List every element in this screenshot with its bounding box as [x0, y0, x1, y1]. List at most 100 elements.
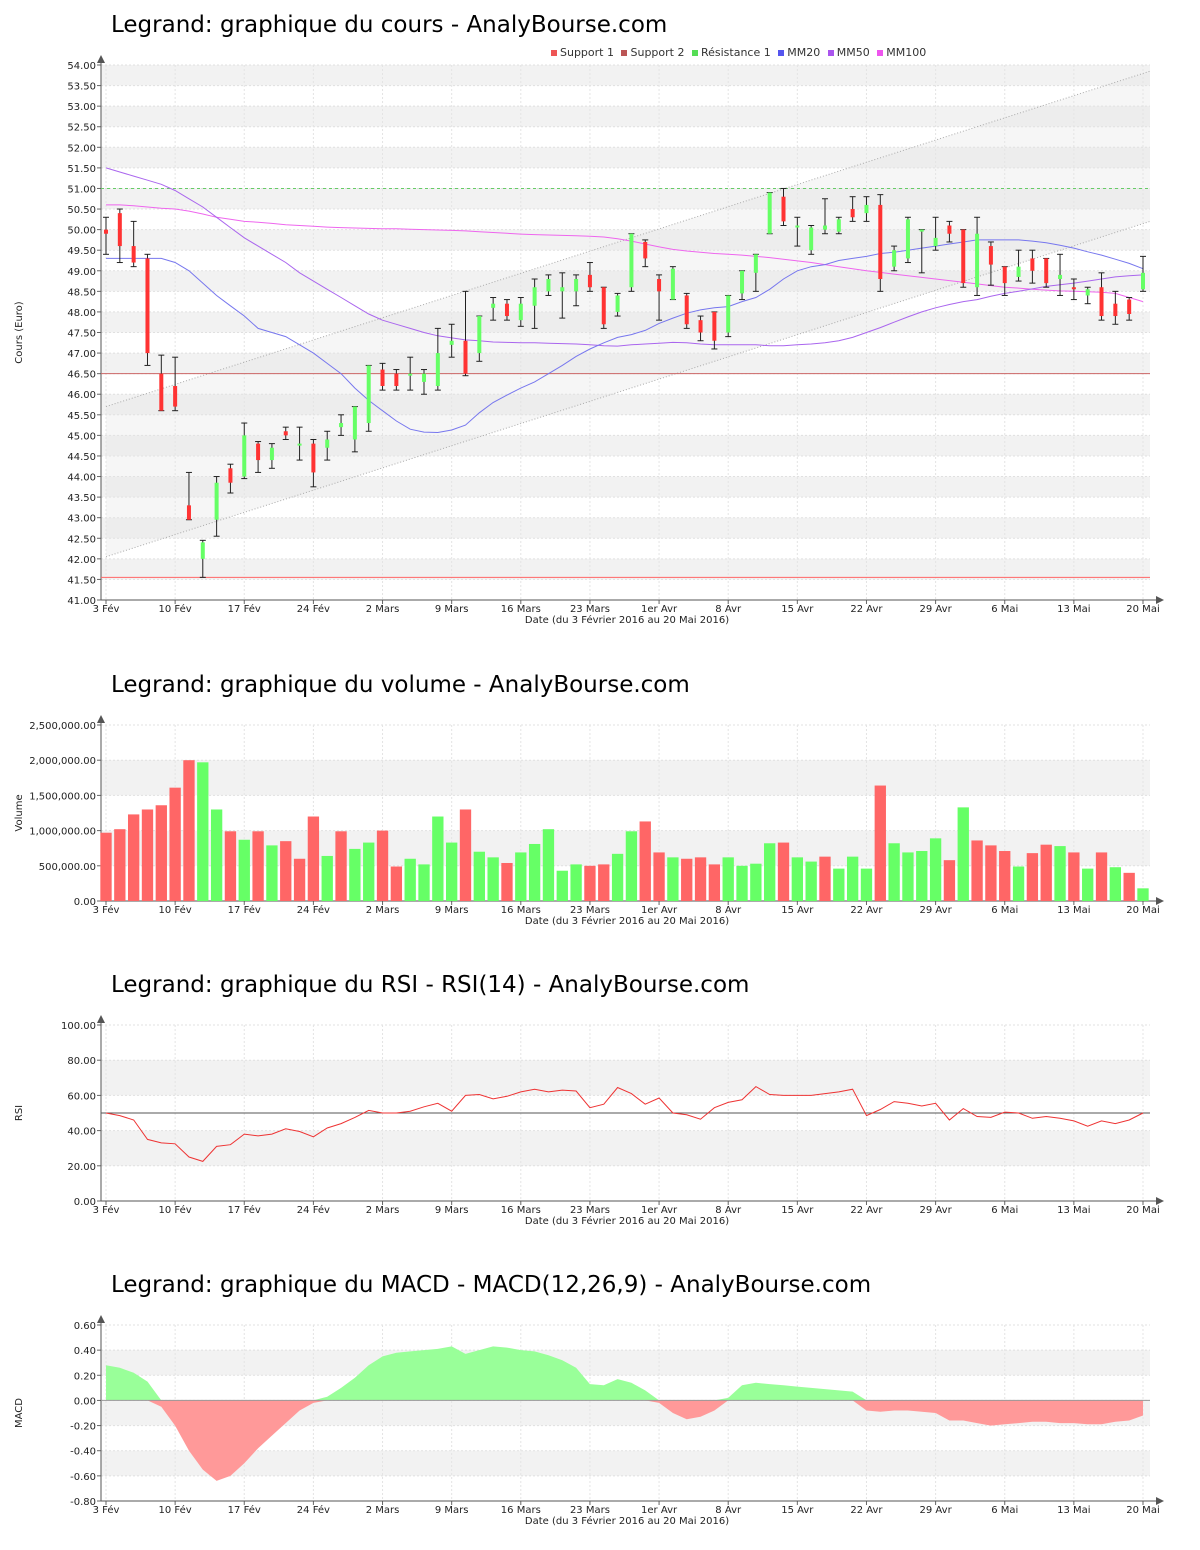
candle — [1112, 290, 1119, 325]
volume-bar — [363, 842, 375, 901]
macd-negative-area — [106, 1400, 1143, 1481]
volume-xtick-label: 1er Avr — [641, 905, 678, 916]
volume-bar — [432, 816, 444, 901]
legend-swatch-support-1 — [551, 50, 557, 56]
macd-x-axis-title: Date (du 3 Février 2016 au 20 Mai 2016) — [525, 1515, 729, 1527]
candle-body — [325, 439, 330, 448]
candle-body — [159, 373, 164, 411]
candle — [130, 220, 137, 268]
candle — [1084, 286, 1091, 305]
price-ytick-label: 48.50 — [67, 287, 96, 298]
legend-mm50: MM50 — [826, 46, 870, 59]
price-band — [101, 517, 1150, 539]
volume-ytick-label: 1,000,000.00 — [29, 827, 96, 838]
volume-xtick-label: 17 Fév — [228, 904, 261, 916]
candle-body — [712, 311, 717, 341]
volume-bar — [736, 865, 748, 901]
volume-bar — [708, 864, 721, 901]
volume-bar — [584, 865, 596, 901]
candle — [351, 406, 358, 453]
volume-bar — [197, 762, 209, 901]
volume-bar — [625, 831, 638, 901]
candle — [987, 241, 994, 286]
candle-body — [795, 225, 800, 228]
candle — [821, 198, 828, 235]
mm20-line — [106, 239, 1144, 434]
candle — [434, 327, 441, 391]
volume-bar — [155, 805, 167, 901]
rsi-xtick-label: 10 Fév — [159, 1204, 192, 1216]
rsi-chart: 0.00 20.00 40.00 60.00 80.00 100.00 3 Fév 10 Fé… — [14, 1015, 1164, 1227]
volume-chart: 0.00 500,000.00 1,000,000.00 1,500,000.00 2,… — [14, 715, 1164, 927]
candle-body — [657, 279, 662, 292]
candle — [379, 362, 386, 391]
volume-xtick-label: 15 Avr — [781, 905, 814, 916]
volume-bar — [1068, 852, 1080, 901]
legend-support-2: Support 2 — [619, 46, 684, 59]
volume-bar — [1137, 888, 1149, 901]
legend-label-mm20: MM20 — [787, 46, 821, 59]
price-ytick-label: 52.00 — [67, 143, 96, 154]
price-chart-panel: Legrand: graphique du cours - AnalyBours… — [0, 0, 1200, 640]
candle — [407, 356, 414, 391]
candle — [448, 323, 455, 358]
volume-ytick-label: 500,000.00 — [39, 862, 96, 873]
volume-bar — [570, 864, 582, 901]
candle-body — [131, 246, 136, 263]
volume-bar — [598, 864, 610, 901]
rsi-x-axis-arrow — [1156, 1197, 1164, 1205]
candle — [614, 292, 621, 317]
legend-label-support-2: Support 2 — [630, 46, 685, 59]
volume-bar — [681, 858, 693, 901]
candle — [213, 476, 220, 537]
volume-bar — [183, 760, 195, 901]
price-band — [101, 147, 1150, 168]
price-ytick-label: 54.00 — [67, 61, 96, 72]
volume-bar — [722, 857, 734, 901]
price-band — [101, 394, 1150, 415]
volume-bar — [874, 785, 886, 901]
legend-mm100: MM100 — [875, 46, 926, 59]
candle-body — [864, 204, 869, 214]
candle — [739, 270, 746, 301]
price-y-axis-arrow — [97, 55, 105, 63]
price-band — [101, 65, 1150, 86]
volume-xtick-label: 2 Mars — [366, 905, 400, 916]
volume-bar — [611, 853, 624, 901]
legend-support-1: Support 1 — [549, 46, 614, 59]
price-ytick-label: 43.00 — [67, 514, 96, 525]
candle — [1001, 266, 1008, 296]
candle — [1070, 278, 1077, 301]
volume-y-axis-title: Volume — [14, 794, 25, 831]
candle-body — [878, 204, 883, 279]
candle-body — [339, 423, 344, 428]
candle-body — [352, 406, 357, 440]
price-xtick-label: 24 Fév — [297, 603, 330, 615]
price-ytick-label: 44.50 — [67, 452, 96, 463]
candle — [918, 229, 925, 274]
candle-body — [574, 279, 579, 292]
volume-band — [101, 760, 1150, 796]
candle — [932, 216, 939, 251]
macd-band — [101, 1450, 1150, 1476]
candle — [849, 196, 856, 222]
candle — [683, 292, 690, 329]
volume-bar — [1012, 866, 1025, 901]
candle-body — [228, 468, 233, 483]
volume-bar — [777, 842, 790, 901]
volume-bar — [349, 848, 361, 901]
candle-body — [408, 373, 413, 376]
price-xtick-label: 20 Mai — [1126, 604, 1159, 615]
price-xtick-label: 15 Avr — [781, 604, 814, 615]
candle — [490, 297, 497, 321]
price-xtick-label: 9 Mars — [435, 604, 469, 615]
rsi-x-axis-title: Date (du 3 Février 2016 au 20 Mai 2016) — [525, 1215, 729, 1227]
candle-body — [740, 270, 745, 294]
candle — [573, 274, 580, 307]
rsi-xtick-label: 17 Fév — [228, 1204, 261, 1216]
candle-body — [269, 447, 274, 461]
macd-ytick-label: 0.40 — [74, 1346, 96, 1357]
legend-resistance-1: Résistance 1 — [690, 46, 771, 59]
volume-bar — [971, 840, 983, 901]
volume-bar — [528, 843, 541, 901]
